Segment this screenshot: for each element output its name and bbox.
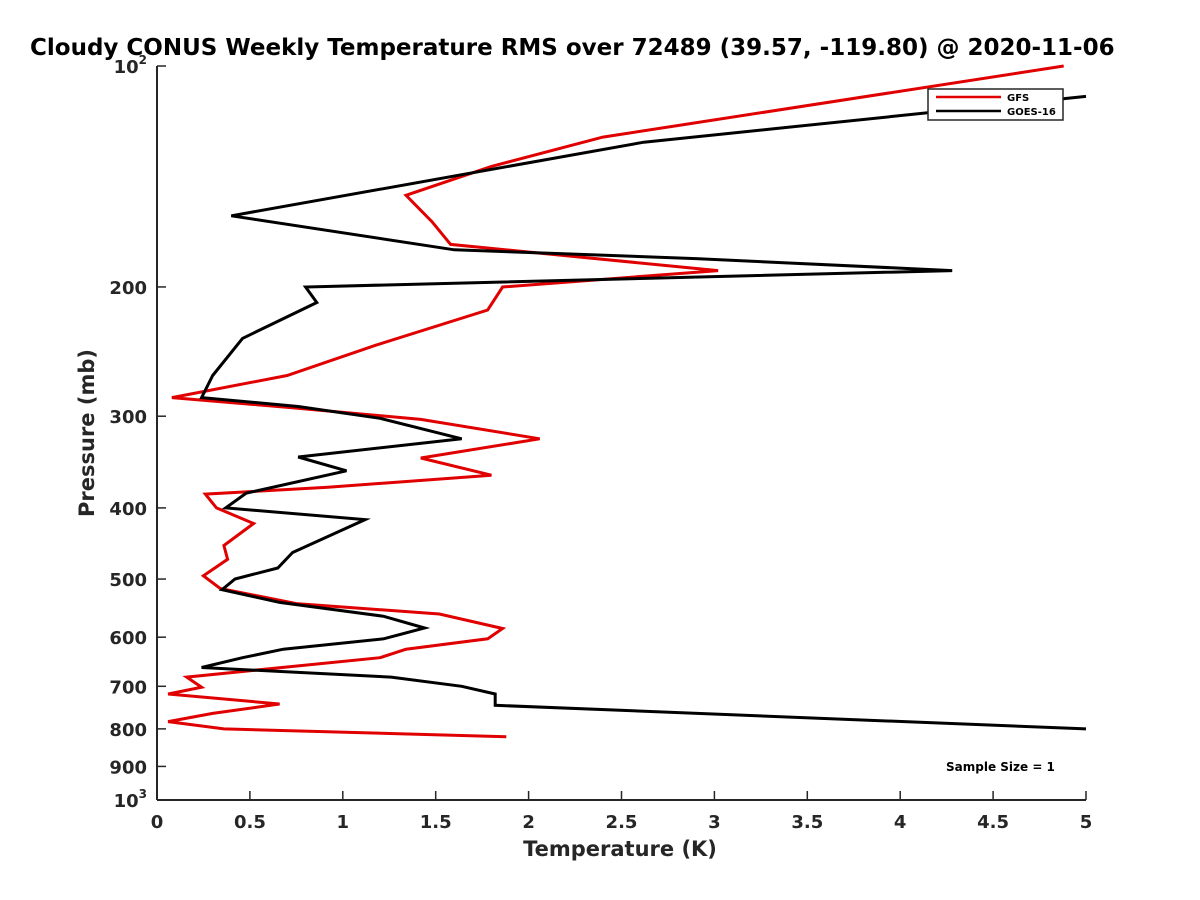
y-tick-label: 200	[109, 278, 147, 299]
y-tick-label: 300	[109, 407, 147, 428]
y-tick-label: 700	[109, 677, 147, 698]
y-tick-label: 102	[114, 53, 147, 78]
series-group	[167, 64, 1087, 739]
y-tick-label: 900	[109, 757, 147, 778]
y-tick-label: 400	[109, 499, 147, 520]
y-tick-exponent: 3	[139, 787, 147, 801]
x-tick-label: 0	[151, 812, 164, 833]
legend-box	[927, 88, 1064, 121]
legend: GFS GOES-16	[927, 88, 1064, 121]
y-tick-label: 500	[109, 570, 147, 591]
y-tick-exponent: 2	[139, 53, 147, 67]
x-axis-label: Temperature (K)	[523, 837, 717, 861]
x-tick-label: 4.5	[977, 812, 1009, 833]
legend-label-goes16: GOES-16	[1007, 107, 1056, 118]
x-tick-label: 3	[708, 812, 721, 833]
y-tick-base: 10	[114, 57, 139, 78]
x-tick-label: 1.5	[420, 812, 452, 833]
x-tick-label: 1	[337, 812, 350, 833]
x-tick-label: 2.5	[606, 812, 638, 833]
x-tick-label: 3.5	[791, 812, 823, 833]
x-tick-label: 4	[894, 812, 907, 833]
series-line-goes16	[199, 94, 1087, 731]
series-line-gfs	[167, 64, 1064, 739]
x-tick-label: 2	[522, 812, 535, 833]
y-tick-label: 103	[114, 787, 147, 812]
y-tick-label: 600	[109, 628, 147, 649]
y-tick-base: 10	[114, 791, 139, 812]
y-tick-label: 800	[109, 720, 147, 741]
y-axis-label: Pressure (mb)	[75, 349, 99, 517]
chart-title: Cloudy CONUS Weekly Temperature RMS over…	[30, 35, 1115, 61]
legend-label-gfs: GFS	[1007, 93, 1029, 104]
x-ticks: 0 0.5 1 1.5 2 2.5 3 3.5 4 4.5 5	[151, 791, 1093, 833]
x-tick-label: 5	[1080, 812, 1093, 833]
sample-size-annotation: Sample Size = 1	[946, 760, 1055, 774]
x-tick-label: 0.5	[234, 812, 266, 833]
